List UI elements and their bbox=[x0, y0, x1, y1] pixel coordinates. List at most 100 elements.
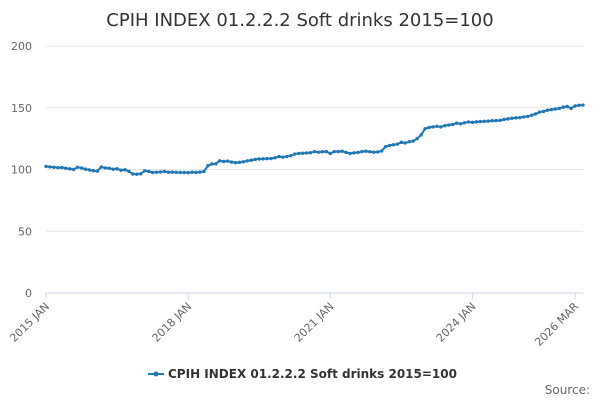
data-point[interactable] bbox=[304, 151, 309, 155]
data-point[interactable] bbox=[281, 155, 285, 159]
data-point[interactable] bbox=[427, 125, 431, 130]
data-point[interactable] bbox=[478, 119, 483, 124]
data-point[interactable] bbox=[569, 106, 573, 111]
data-point[interactable] bbox=[300, 151, 305, 155]
data-point[interactable] bbox=[241, 160, 246, 164]
data-point[interactable] bbox=[277, 154, 281, 159]
data-point[interactable] bbox=[218, 159, 222, 163]
data-point[interactable] bbox=[399, 140, 404, 145]
data-point[interactable] bbox=[198, 170, 202, 174]
data-point[interactable] bbox=[368, 150, 372, 154]
data-point[interactable] bbox=[162, 169, 167, 174]
data-point[interactable] bbox=[352, 151, 356, 155]
data-point[interactable] bbox=[103, 166, 107, 170]
data-point[interactable] bbox=[581, 103, 585, 107]
data-point[interactable] bbox=[482, 119, 486, 124]
data-point[interactable] bbox=[273, 156, 277, 160]
data-point[interactable] bbox=[91, 169, 96, 173]
data-point[interactable] bbox=[340, 149, 344, 153]
data-point[interactable] bbox=[158, 170, 163, 174]
data-point[interactable] bbox=[139, 172, 143, 176]
data-point[interactable] bbox=[344, 150, 348, 155]
data-point[interactable] bbox=[375, 150, 380, 154]
data-point[interactable] bbox=[210, 162, 214, 166]
data-point[interactable] bbox=[454, 121, 459, 125]
data-point[interactable] bbox=[135, 172, 139, 176]
data-point[interactable] bbox=[529, 113, 534, 117]
data-point[interactable] bbox=[486, 119, 490, 123]
data-point[interactable] bbox=[383, 144, 388, 149]
data-point[interactable] bbox=[435, 124, 439, 128]
data-point[interactable] bbox=[391, 143, 396, 147]
data-point[interactable] bbox=[99, 165, 103, 169]
data-point[interactable] bbox=[541, 109, 546, 114]
data-point[interactable] bbox=[451, 122, 455, 127]
data-point[interactable] bbox=[411, 139, 415, 143]
data-point[interactable] bbox=[387, 143, 392, 148]
data-point[interactable] bbox=[285, 154, 289, 159]
data-point[interactable] bbox=[107, 166, 111, 170]
data-point[interactable] bbox=[506, 117, 510, 121]
data-point[interactable] bbox=[293, 152, 297, 156]
data-point[interactable] bbox=[75, 165, 80, 169]
data-point[interactable] bbox=[131, 172, 135, 176]
data-point[interactable] bbox=[462, 121, 467, 125]
data-point[interactable] bbox=[225, 159, 230, 163]
legend[interactable]: CPIH INDEX 01.2.2.2 Soft drinks 2015=100 bbox=[148, 367, 457, 381]
data-point[interactable] bbox=[533, 112, 538, 116]
data-point[interactable] bbox=[123, 168, 127, 172]
data-point[interactable] bbox=[447, 123, 451, 127]
data-point[interactable] bbox=[95, 169, 100, 173]
data-point[interactable] bbox=[324, 149, 329, 154]
data-point[interactable] bbox=[316, 150, 321, 154]
data-point[interactable] bbox=[233, 161, 238, 165]
data-point[interactable] bbox=[186, 170, 190, 175]
data-point[interactable] bbox=[372, 150, 376, 154]
data-point[interactable] bbox=[83, 167, 88, 171]
data-point[interactable] bbox=[297, 151, 301, 156]
data-point[interactable] bbox=[514, 116, 518, 120]
data-point[interactable] bbox=[202, 169, 206, 174]
data-point[interactable] bbox=[178, 170, 182, 175]
data-point[interactable] bbox=[206, 164, 210, 168]
data-point[interactable] bbox=[474, 120, 479, 124]
data-point[interactable] bbox=[431, 125, 435, 129]
data-point[interactable] bbox=[221, 159, 226, 164]
data-point[interactable] bbox=[415, 136, 419, 141]
data-point[interactable] bbox=[494, 118, 498, 123]
data-point[interactable] bbox=[439, 125, 443, 129]
data-point[interactable] bbox=[289, 153, 293, 158]
data-point[interactable] bbox=[194, 170, 198, 175]
data-point[interactable] bbox=[458, 122, 463, 126]
data-point[interactable] bbox=[119, 168, 123, 172]
data-point[interactable] bbox=[549, 107, 554, 112]
data-point[interactable] bbox=[111, 167, 115, 171]
data-point[interactable] bbox=[67, 167, 72, 171]
data-point[interactable] bbox=[466, 120, 471, 124]
data-point[interactable] bbox=[48, 165, 52, 169]
data-point[interactable] bbox=[261, 157, 265, 161]
data-point[interactable] bbox=[577, 103, 581, 107]
data-point[interactable] bbox=[308, 151, 313, 155]
data-point[interactable] bbox=[364, 149, 368, 153]
data-point[interactable] bbox=[423, 127, 427, 131]
data-point[interactable] bbox=[419, 133, 423, 137]
data-point[interactable] bbox=[379, 149, 384, 153]
data-point[interactable] bbox=[237, 160, 242, 165]
data-point[interactable] bbox=[565, 104, 569, 109]
data-point[interactable] bbox=[522, 115, 526, 119]
data-point[interactable] bbox=[320, 150, 325, 154]
data-point[interactable] bbox=[395, 142, 400, 146]
data-point[interactable] bbox=[360, 149, 364, 154]
data-point[interactable] bbox=[174, 170, 178, 175]
data-point[interactable] bbox=[407, 140, 411, 144]
data-point[interactable] bbox=[470, 120, 475, 125]
data-point[interactable] bbox=[356, 150, 360, 155]
data-point[interactable] bbox=[64, 166, 68, 170]
data-point[interactable] bbox=[182, 170, 186, 175]
data-point[interactable] bbox=[150, 170, 155, 175]
data-point[interactable] bbox=[56, 165, 60, 170]
data-point[interactable] bbox=[553, 107, 558, 111]
data-point[interactable] bbox=[336, 149, 340, 154]
data-point[interactable] bbox=[170, 170, 175, 174]
